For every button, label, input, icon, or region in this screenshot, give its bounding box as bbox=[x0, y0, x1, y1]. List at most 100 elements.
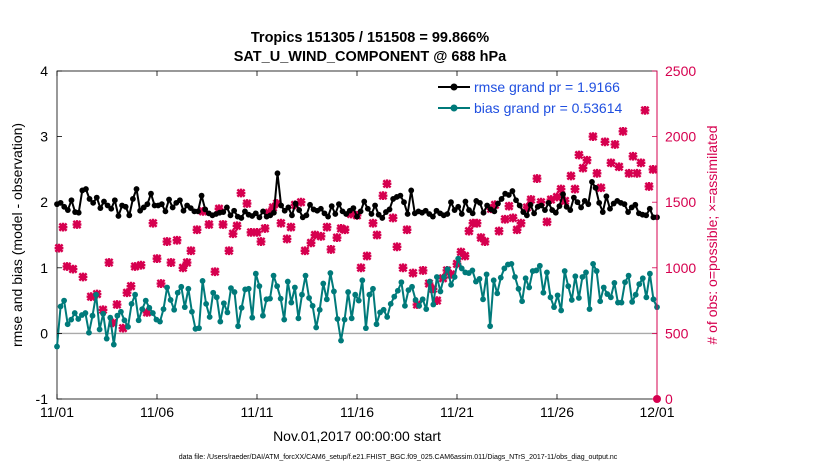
bias-point bbox=[217, 318, 224, 325]
rmse-point bbox=[538, 202, 545, 209]
rmse-point bbox=[274, 170, 281, 177]
bias-point bbox=[224, 309, 231, 316]
data-file-footer: data file: /Users/raeder/DAI/ATM_forcXX/… bbox=[179, 454, 618, 461]
right-y-tick-label: 1500 bbox=[665, 194, 696, 210]
rmse-point bbox=[101, 198, 107, 205]
bias-point bbox=[86, 329, 92, 336]
bias-point bbox=[164, 284, 170, 291]
bias-point bbox=[575, 295, 582, 301]
bias-point bbox=[149, 310, 156, 316]
obs-count-point bbox=[210, 267, 220, 277]
rmse-point bbox=[469, 210, 476, 217]
left-y-tick-label: 0 bbox=[40, 325, 48, 341]
rmse-point bbox=[133, 186, 140, 192]
rmse-point bbox=[296, 207, 303, 213]
obs-count-point bbox=[214, 204, 224, 214]
bias-point bbox=[249, 314, 256, 321]
x-tick-label: 11/06 bbox=[140, 404, 174, 420]
obs-count-point bbox=[246, 227, 256, 237]
bias-point bbox=[512, 274, 518, 280]
obs-count-point bbox=[300, 246, 310, 256]
bias-point bbox=[600, 284, 607, 291]
obs-count-point bbox=[224, 246, 234, 256]
bias-point bbox=[494, 290, 501, 297]
bias-point bbox=[547, 294, 554, 301]
bias-point bbox=[174, 289, 181, 296]
bias-point bbox=[96, 326, 103, 333]
rmse-point bbox=[198, 192, 205, 199]
x-tick-label: 11/21 bbox=[440, 404, 474, 420]
bias-point bbox=[146, 304, 153, 311]
left-y-tick-label: -1 bbox=[36, 391, 49, 407]
obs-count-point bbox=[476, 233, 486, 243]
bias-point bbox=[199, 278, 206, 284]
bias-point bbox=[288, 299, 295, 306]
obs-count-point bbox=[142, 307, 152, 317]
bias-point bbox=[245, 285, 252, 292]
bias-point bbox=[380, 306, 387, 313]
bias-point bbox=[565, 283, 572, 290]
bias-point bbox=[189, 308, 195, 315]
obs-count-point bbox=[644, 182, 654, 191]
bias-point bbox=[316, 306, 323, 313]
rmse-point bbox=[354, 213, 360, 220]
bias-point bbox=[178, 283, 185, 290]
obs-count-point bbox=[236, 188, 246, 198]
bias-point bbox=[487, 323, 494, 330]
bias-point bbox=[89, 312, 96, 319]
bias-point bbox=[451, 274, 458, 280]
obs-count-point bbox=[526, 195, 536, 205]
rmse-point bbox=[643, 212, 650, 219]
bias-point bbox=[458, 265, 465, 272]
bias-point bbox=[391, 293, 398, 300]
obs-count-point bbox=[648, 164, 658, 174]
rmse-point bbox=[498, 196, 505, 202]
rmse-point bbox=[607, 205, 613, 212]
bias-point bbox=[54, 343, 60, 350]
rmse-point bbox=[531, 210, 538, 217]
bias-point bbox=[313, 324, 320, 331]
bias-point bbox=[252, 270, 259, 277]
obs-count-point bbox=[78, 272, 88, 282]
bias-point bbox=[82, 310, 89, 316]
bias-point bbox=[444, 266, 451, 273]
obs-count-point bbox=[104, 258, 114, 268]
rmse-point bbox=[621, 201, 628, 208]
obs-count-point bbox=[232, 221, 242, 231]
rmse-point bbox=[491, 208, 498, 215]
obs-count-point bbox=[578, 163, 588, 173]
rmse-point bbox=[303, 212, 310, 219]
rmse-point bbox=[599, 209, 606, 215]
rmse-point bbox=[122, 203, 129, 210]
bias-point bbox=[636, 281, 643, 288]
obs-count-point bbox=[58, 222, 68, 232]
bias-point bbox=[114, 312, 121, 319]
rmse-point bbox=[148, 190, 154, 197]
obs-count-point bbox=[522, 202, 532, 212]
rmse-point bbox=[227, 212, 234, 219]
obs-count-point bbox=[98, 305, 108, 315]
bias-point bbox=[341, 316, 348, 323]
bias-point bbox=[228, 285, 234, 292]
rmse-point bbox=[317, 205, 324, 212]
obs-count-point bbox=[256, 237, 266, 247]
bias-point bbox=[618, 299, 625, 306]
bias-point bbox=[128, 300, 135, 307]
bias-point bbox=[402, 302, 408, 309]
bias-point bbox=[490, 277, 497, 284]
rmse-point bbox=[495, 200, 501, 207]
rmse-point bbox=[585, 201, 592, 208]
obs-count-point bbox=[500, 214, 510, 224]
rmse-point bbox=[484, 202, 491, 209]
obs-count-point bbox=[636, 158, 646, 168]
rmse-point bbox=[625, 209, 631, 215]
bias-point bbox=[220, 300, 227, 307]
rmse-point bbox=[592, 184, 599, 191]
obs-count-point bbox=[326, 244, 336, 254]
rmse-point bbox=[448, 199, 454, 206]
bias-point bbox=[643, 294, 650, 301]
rmse-point bbox=[401, 199, 407, 206]
bias-point bbox=[210, 289, 217, 296]
obs-count-point bbox=[532, 174, 542, 184]
